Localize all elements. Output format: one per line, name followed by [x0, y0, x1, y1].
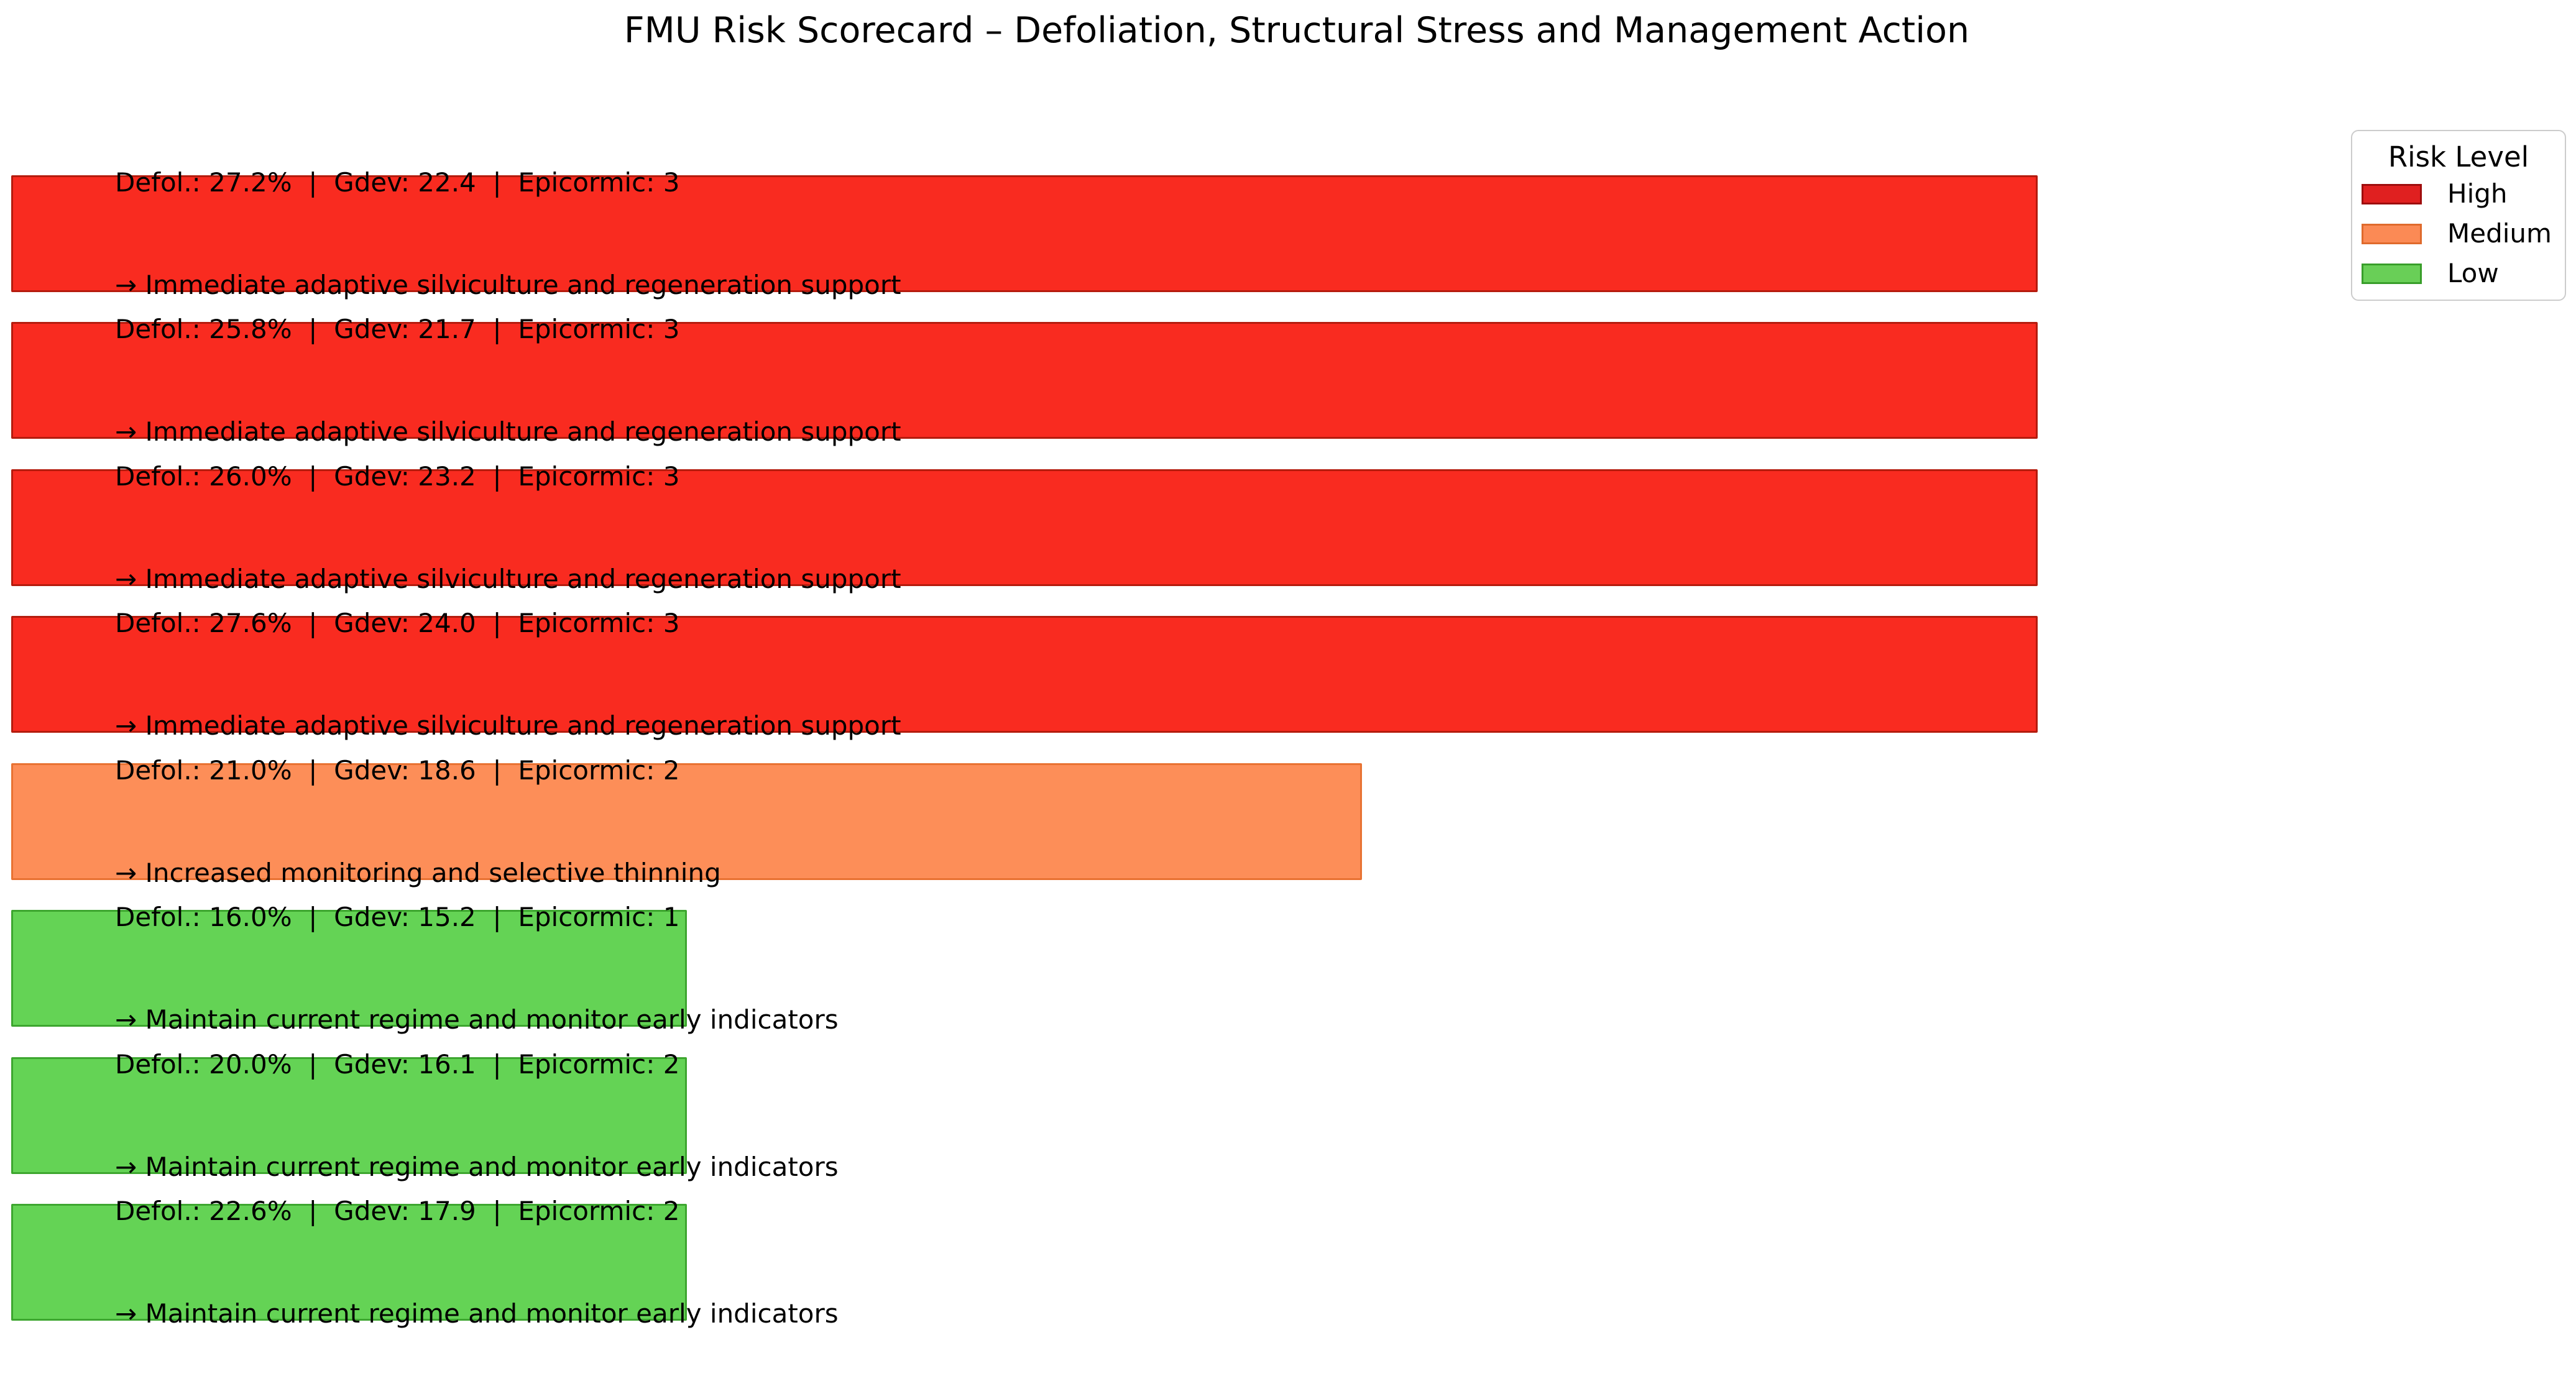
bar-rows: Defol.: 27.2% | Gdev: 22.4 | Epicormic: …	[11, 167, 2560, 1329]
bar-row: Defol.: 26.0% | Gdev: 23.2 | Epicormic: …	[11, 461, 2560, 594]
bar-text: Defol.: 22.6% | Gdev: 17.9 | Epicormic: …	[115, 1126, 839, 1399]
legend-items: High Medium Low	[2352, 178, 2565, 288]
bar-metrics: Defol.: 27.6% | Gdev: 24.0 | Epicormic: …	[115, 608, 680, 638]
bar-row: Defol.: 27.2% | Gdev: 22.4 | Epicormic: …	[11, 167, 2560, 300]
legend-item-label: Medium	[2447, 218, 2552, 249]
risk-bar	[11, 763, 1362, 880]
legend-swatch-icon	[2362, 183, 2422, 204]
bar-metrics: Defol.: 22.6% | Gdev: 17.9 | Epicormic: …	[115, 1196, 680, 1226]
bar-text: Defol.: 27.2% | Gdev: 22.4 | Epicormic: …	[115, 97, 901, 370]
legend-swatch-icon	[2362, 223, 2422, 244]
bar-row: Defol.: 22.6% | Gdev: 17.9 | Epicormic: …	[11, 1196, 2560, 1329]
risk-bar	[11, 322, 2038, 439]
bar-row: Defol.: 27.6% | Gdev: 24.0 | Epicormic: …	[11, 608, 2560, 741]
bar-text: Defol.: 25.8% | Gdev: 21.7 | Epicormic: …	[115, 244, 901, 517]
risk-bar	[11, 469, 2038, 586]
bar-action: → Immediate adaptive silviculture and re…	[115, 710, 901, 741]
bar-row: Defol.: 21.0% | Gdev: 18.6 | Epicormic: …	[11, 755, 2560, 888]
bar-metrics: Defol.: 25.8% | Gdev: 21.7 | Epicormic: …	[115, 314, 680, 344]
bar-action: → Maintain current regime and monitor ea…	[115, 1004, 839, 1035]
legend-swatch-icon	[2362, 263, 2422, 284]
legend-item: Low	[2362, 258, 2565, 288]
bar-metrics: Defol.: 21.0% | Gdev: 18.6 | Epicormic: …	[115, 755, 680, 786]
bar-text: Defol.: 26.0% | Gdev: 23.2 | Epicormic: …	[115, 391, 901, 664]
legend-item: Medium	[2362, 218, 2565, 249]
legend-item-label: High	[2447, 178, 2508, 209]
bar-row: Defol.: 20.0% | Gdev: 16.1 | Epicormic: …	[11, 1049, 2560, 1182]
legend-item: High	[2362, 178, 2565, 209]
bar-action: → Immediate adaptive silviculture and re…	[115, 270, 901, 300]
bar-metrics: Defol.: 26.0% | Gdev: 23.2 | Epicormic: …	[115, 461, 680, 492]
risk-bar	[11, 1057, 687, 1174]
bar-metrics: Defol.: 27.2% | Gdev: 22.4 | Epicormic: …	[115, 167, 680, 198]
bar-action: → Immediate adaptive silviculture and re…	[115, 416, 901, 447]
risk-bar	[11, 175, 2038, 292]
bar-action: → Immediate adaptive silviculture and re…	[115, 564, 901, 594]
bar-action: → Increased monitoring and selective thi…	[115, 858, 721, 888]
chart-title: FMU Risk Scorecard – Defoliation, Struct…	[623, 10, 1970, 51]
risk-bar	[11, 910, 687, 1027]
legend-title: Risk Level	[2388, 140, 2529, 173]
bar-row: Defol.: 25.8% | Gdev: 21.7 | Epicormic: …	[11, 314, 2560, 447]
bar-row: Defol.: 16.0% | Gdev: 15.2 | Epicormic: …	[11, 902, 2560, 1035]
bar-metrics: Defol.: 16.0% | Gdev: 15.2 | Epicormic: …	[115, 902, 680, 932]
risk-bar	[11, 616, 2038, 733]
bar-text: Defol.: 16.0% | Gdev: 15.2 | Epicormic: …	[115, 832, 839, 1105]
bar-text: Defol.: 27.6% | Gdev: 24.0 | Epicormic: …	[115, 538, 901, 811]
bar-text: Defol.: 20.0% | Gdev: 16.1 | Epicormic: …	[115, 979, 839, 1252]
legend-item-label: Low	[2447, 258, 2499, 288]
bar-text: Defol.: 21.0% | Gdev: 18.6 | Epicormic: …	[115, 685, 721, 958]
bar-metrics: Defol.: 20.0% | Gdev: 16.1 | Epicormic: …	[115, 1049, 680, 1080]
risk-bar	[11, 1204, 687, 1321]
legend: Risk Level High Medium Low	[2351, 130, 2566, 301]
bar-action: → Maintain current regime and monitor ea…	[115, 1298, 839, 1329]
bar-action: → Maintain current regime and monitor ea…	[115, 1152, 839, 1182]
